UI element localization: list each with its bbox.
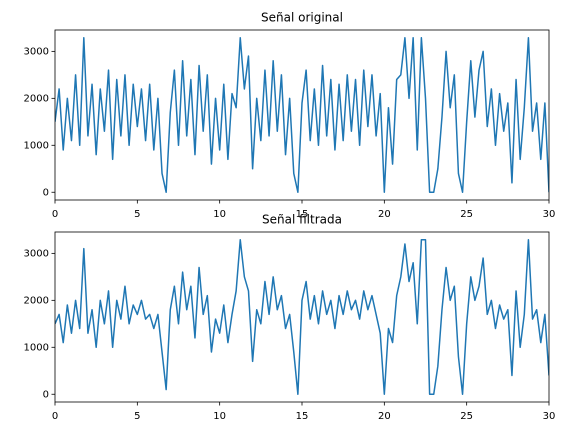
x-tick-label: 25 [460, 411, 473, 422]
x-tick-label: 5 [134, 411, 140, 422]
x-tick-label: 30 [543, 209, 556, 220]
x-tick-label: 10 [213, 209, 226, 220]
y-tick-label: 0 [43, 389, 49, 400]
y-tick-label: 3000 [24, 46, 49, 57]
x-tick-label: 10 [213, 411, 226, 422]
y-tick-label: 2000 [24, 93, 49, 104]
x-tick-label: 30 [543, 411, 556, 422]
chart-title: Señal original [261, 11, 343, 25]
x-tick-label: 15 [296, 411, 309, 422]
x-tick-label: 0 [52, 209, 58, 220]
signal-line [55, 37, 549, 193]
x-tick-label: 20 [378, 209, 391, 220]
y-tick-label: 1000 [24, 342, 49, 353]
axes-frame [54, 231, 550, 403]
axes-frame [54, 29, 550, 201]
x-tick-label: 15 [296, 209, 309, 220]
y-tick-label: 2000 [24, 295, 49, 306]
x-tick-label: 20 [378, 411, 391, 422]
chart-title: Señal filtrada [262, 213, 342, 227]
y-tick-label: 0 [43, 187, 49, 198]
x-tick-label: 0 [52, 411, 58, 422]
y-tick-label: 3000 [24, 248, 49, 259]
x-tick-label: 5 [134, 209, 140, 220]
x-tick-label: 25 [460, 209, 473, 220]
signal-line [55, 239, 549, 395]
y-tick-label: 1000 [24, 140, 49, 151]
